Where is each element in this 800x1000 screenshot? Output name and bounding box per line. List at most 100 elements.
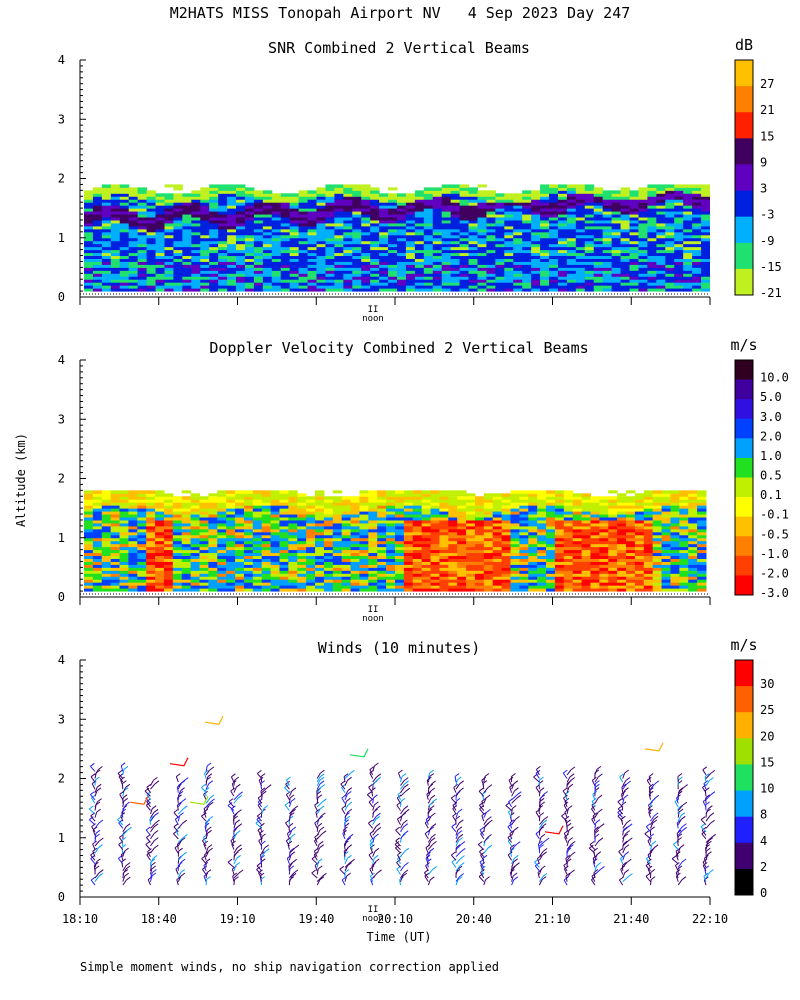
- doppler-cell: [492, 555, 503, 559]
- snr-cell: [701, 228, 710, 233]
- doppler-cell: [101, 537, 112, 542]
- snr-cell: [566, 190, 577, 194]
- doppler-cell: [84, 576, 94, 580]
- snr-cell: [191, 270, 201, 274]
- wind-barb: [94, 872, 100, 879]
- snr-cell: [146, 252, 157, 257]
- snr-cell: [289, 240, 300, 245]
- snr-cell: [566, 237, 577, 242]
- doppler-cell: [626, 573, 636, 577]
- snr-cell: [361, 202, 371, 206]
- doppler-cell: [617, 511, 627, 515]
- snr-cell: [137, 285, 148, 289]
- snr-cell: [361, 222, 371, 227]
- doppler-cell: [332, 537, 343, 542]
- doppler-cell: [457, 517, 467, 521]
- doppler-cell: [101, 519, 112, 524]
- snr-cell: [405, 279, 416, 283]
- doppler-cell: [181, 522, 192, 527]
- doppler-cell: [235, 522, 245, 527]
- snr-cell: [504, 240, 514, 245]
- snr-cell: [218, 273, 228, 277]
- snr-cell: [629, 285, 639, 289]
- snr-cell: [101, 196, 112, 200]
- doppler-cell: [368, 496, 378, 500]
- snr-cell: [513, 237, 523, 242]
- doppler-cell: [501, 511, 512, 515]
- snr-cell: [638, 273, 648, 277]
- snr-cell: [638, 258, 648, 262]
- doppler-cell: [457, 579, 467, 583]
- doppler-cell: [181, 499, 192, 503]
- doppler-cell: [323, 528, 334, 533]
- snr-cell: [540, 196, 550, 200]
- doppler-cell: [483, 567, 494, 571]
- doppler-cell: [119, 505, 129, 509]
- doppler-cell: [546, 525, 556, 530]
- snr-cell: [557, 193, 568, 197]
- doppler-cell: [608, 552, 618, 557]
- doppler-cell: [181, 534, 192, 539]
- doppler-cell: [181, 505, 192, 509]
- snr-cell: [566, 196, 577, 200]
- snr-cell: [227, 240, 237, 245]
- doppler-cell: [323, 508, 334, 512]
- doppler-cell: [270, 579, 280, 583]
- doppler-cell: [554, 514, 565, 518]
- doppler-cell: [412, 493, 423, 497]
- snr-cell: [110, 208, 121, 212]
- snr-cell: [361, 267, 371, 271]
- snr-cell: [334, 208, 344, 212]
- snr-cell: [432, 217, 443, 221]
- doppler-cell: [688, 585, 698, 589]
- snr-cell: [584, 246, 595, 251]
- doppler-cell: [670, 508, 680, 512]
- doppler-cell: [688, 549, 698, 554]
- doppler-cell: [368, 588, 378, 592]
- snr-cell: [325, 231, 335, 236]
- snr-cell: [325, 258, 335, 262]
- snr-cell: [227, 237, 237, 242]
- doppler-cell: [626, 585, 636, 589]
- snr-cell: [137, 199, 148, 203]
- doppler-cell: [235, 514, 245, 518]
- doppler-cell: [395, 546, 405, 551]
- snr-cell: [566, 214, 577, 218]
- doppler-cell: [421, 522, 432, 527]
- snr-cell: [602, 222, 613, 227]
- doppler-cell: [217, 549, 227, 554]
- doppler-cell: [341, 567, 352, 571]
- doppler-cell: [652, 540, 663, 545]
- doppler-cell: [617, 567, 627, 571]
- doppler-cell: [199, 549, 209, 554]
- snr-cell: [683, 249, 693, 254]
- snr-cell: [441, 270, 452, 274]
- doppler-cell: [208, 573, 218, 577]
- snr-cell: [84, 190, 94, 194]
- snr-cell: [200, 249, 210, 254]
- doppler-cell: [190, 561, 201, 565]
- snr-cell: [244, 214, 255, 218]
- snr-cell: [549, 276, 559, 280]
- doppler-cell: [128, 531, 138, 536]
- doppler-cell: [608, 579, 618, 583]
- doppler-cell: [181, 528, 192, 533]
- doppler-cell: [395, 540, 405, 545]
- doppler-cell: [315, 570, 325, 574]
- doppler-cell: [297, 546, 307, 551]
- doppler-cell: [483, 534, 494, 539]
- doppler-cell: [670, 549, 680, 554]
- wind-barb: [122, 850, 126, 857]
- snr-cell: [423, 234, 434, 239]
- doppler-cell: [412, 570, 423, 574]
- doppler-cell: [288, 543, 298, 548]
- snr-cell: [504, 211, 514, 215]
- doppler-cell: [190, 585, 201, 589]
- doppler-cell: [217, 573, 227, 577]
- snr-cell: [84, 258, 94, 262]
- doppler-cell: [474, 540, 485, 545]
- doppler-cell: [652, 499, 663, 503]
- doppler-cell: [332, 540, 343, 545]
- doppler-cell: [84, 522, 94, 527]
- snr-cell: [414, 264, 425, 268]
